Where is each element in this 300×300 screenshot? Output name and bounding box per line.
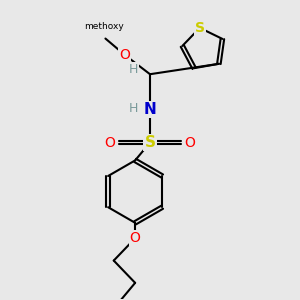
Text: N: N: [144, 102, 156, 117]
Text: S: S: [145, 135, 155, 150]
Text: O: O: [130, 231, 141, 245]
Text: O: O: [119, 48, 130, 62]
Text: O: O: [104, 136, 115, 150]
Text: S: S: [195, 21, 205, 35]
Text: H: H: [129, 102, 138, 115]
Text: O: O: [185, 136, 196, 150]
Text: H: H: [129, 63, 138, 76]
Text: methoxy: methoxy: [84, 22, 124, 31]
